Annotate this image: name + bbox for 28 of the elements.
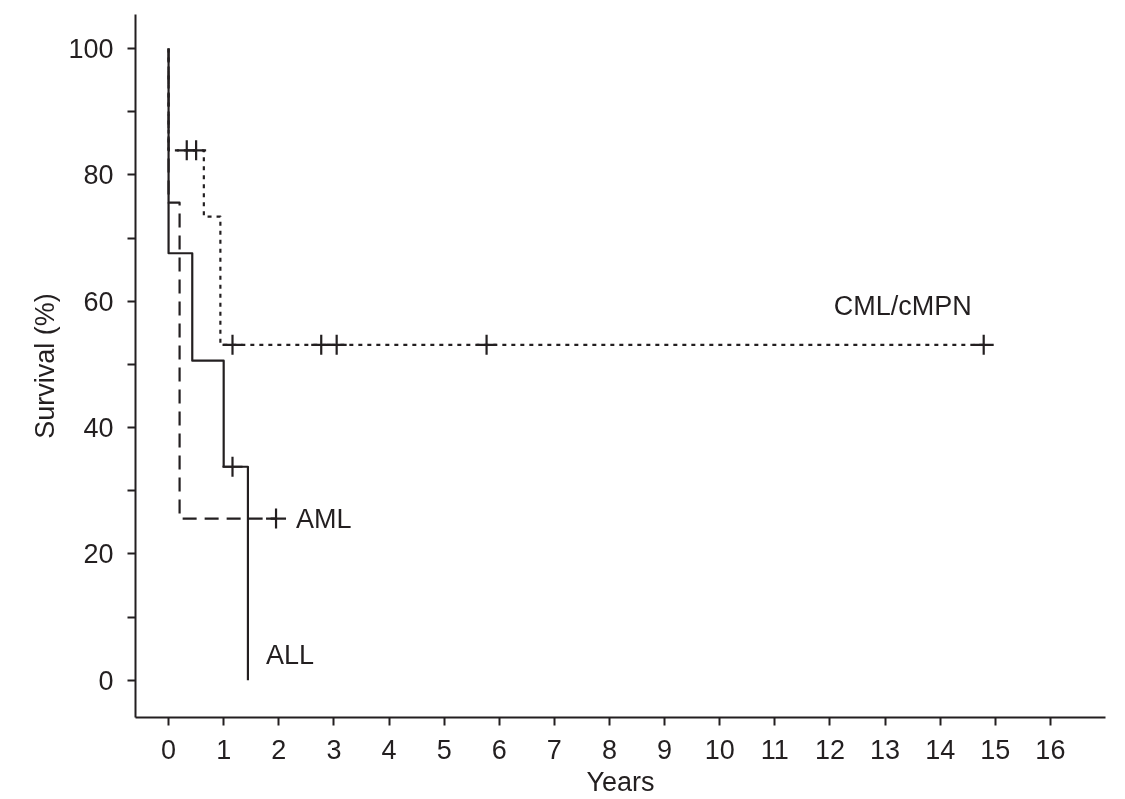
y-axis-title: Survival (%) [30,293,61,439]
x-tick-label: 12 [814,734,845,765]
x-tick-label: 10 [704,734,735,765]
y-tick-label: 20 [83,539,114,570]
y-tick-label: 0 [98,665,114,696]
x-tick-label: 11 [760,734,789,765]
x-tick-label: 8 [601,734,617,765]
y-tick-label: 80 [83,160,114,191]
annotation: AML [296,503,352,534]
x-tick-label: 3 [326,734,342,765]
x-tick-label: 2 [271,734,287,765]
x-tick-label: 7 [546,734,562,765]
y-tick-label: 40 [83,413,114,444]
x-tick-label: 14 [925,734,956,765]
x-tick-label: 6 [491,734,507,765]
x-tick-label: 5 [436,734,452,765]
x-tick-label: 15 [980,734,1011,765]
x-tick-label: 1 [216,734,232,765]
y-tick-label: 100 [68,34,114,65]
x-tick-label: 13 [870,734,901,765]
x-tick-label: 0 [161,734,177,765]
annotation: CML/cMPN [833,290,972,321]
x-tick-label: 16 [1035,734,1066,765]
x-tick-label: 4 [381,734,397,765]
annotation: ALL [265,640,314,671]
y-tick-label: 60 [83,286,114,317]
x-tick-label: 9 [657,734,673,765]
x-axis-title: Years [586,766,655,797]
